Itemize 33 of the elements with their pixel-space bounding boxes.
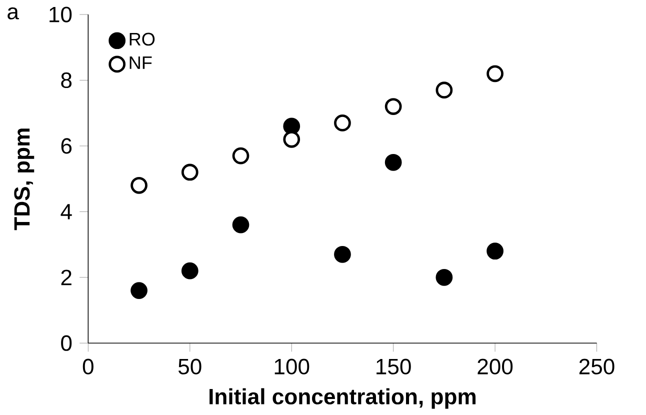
y-tick-label: 6 [61,138,72,154]
point [181,164,198,180]
point [181,262,198,280]
point [334,114,351,132]
point [232,147,250,164]
point [283,130,300,148]
point [232,216,250,234]
x-tick-label: 200 [478,358,513,374]
y-tick-label: 0 [61,335,72,351]
x-tick-label: 150 [376,358,411,374]
y-tick-label: 4 [60,204,72,220]
x-tick-label: 0 [82,358,94,374]
y-tick-label: 8 [61,72,72,88]
x-tick-label: 250 [579,358,614,374]
point [130,282,148,299]
y-tick-label: 2 [61,269,72,285]
legend-label: NF [130,56,152,69]
x-tick-label: 100 [274,358,310,374]
x-axis-title: Initial concentration, ppm [210,388,476,409]
point [283,118,300,134]
point [384,154,402,171]
x-tick-label: 50 [178,358,202,374]
point [436,81,453,98]
point [334,246,351,263]
point [384,98,402,115]
y-tick-label: 10 [50,6,72,22]
text: a [8,7,19,20]
point [436,268,453,286]
point [130,176,148,194]
point [486,64,504,82]
legend-label: RO [130,32,155,46]
point [486,242,504,260]
y-axis-title: TDS, ppm [14,128,34,230]
